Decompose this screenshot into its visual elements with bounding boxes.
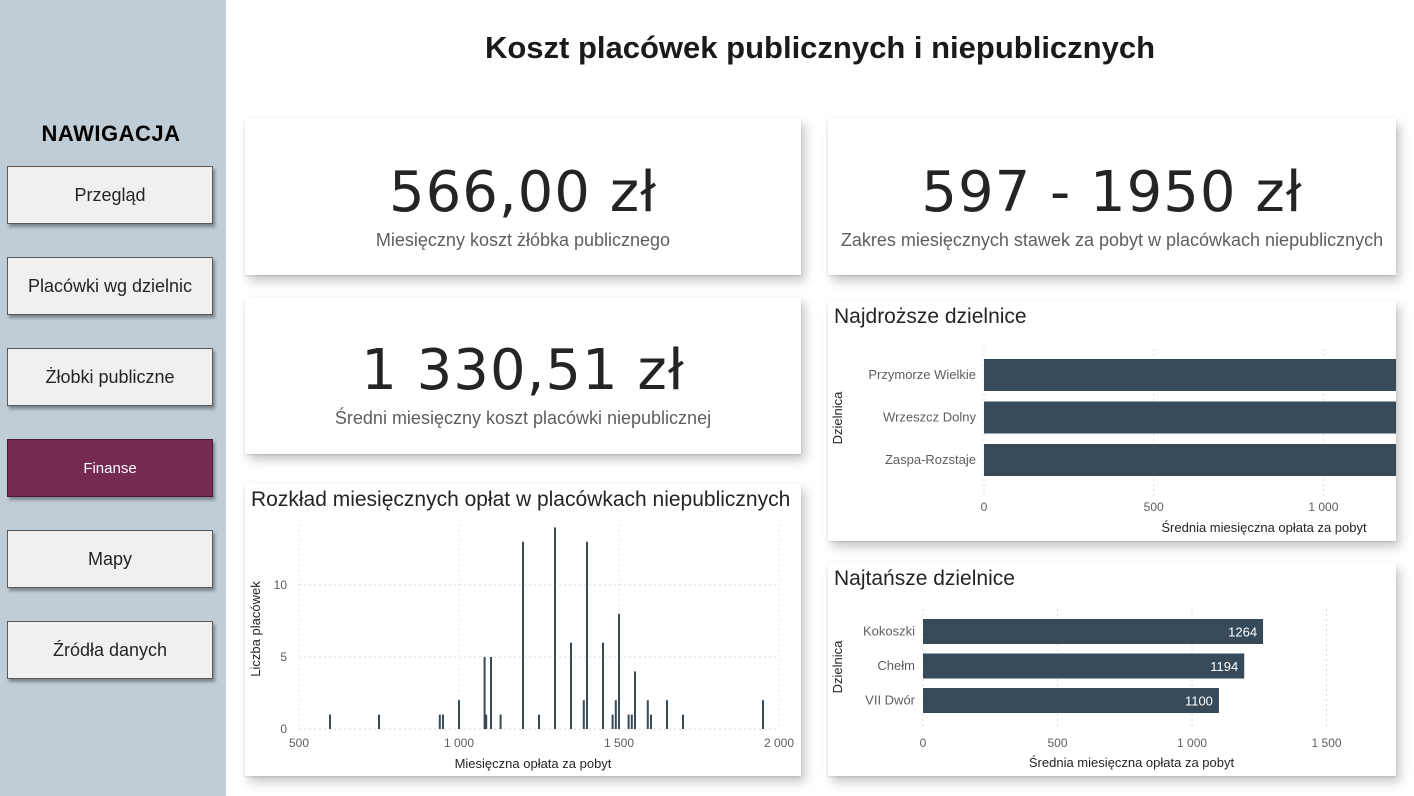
bar [538,714,540,729]
kpi-value: 566,00 zł [388,160,658,225]
chart-card-fee-distribution: Rozkład miesięcznych opłat w placówkach … [245,484,801,776]
y-tick-label: 0 [280,722,287,736]
bar [442,714,444,729]
category-label: VII Dwór [865,693,916,708]
x-tick-label: 1 000 [1177,736,1207,750]
x-tick-label: 2 000 [764,736,794,750]
x-tick-label: 1 000 [1308,500,1338,514]
chart-card-cheapest: Najtańsze dzielnice 0 500 1 000 1 500 Kokosz… [828,563,1396,776]
bar [485,714,488,729]
x-tick-label: 500 [289,736,309,750]
bar [630,714,633,729]
nav-button-zrodla-danych[interactable]: Źródła danych [7,621,213,679]
kpi-card-public-cost: 566,00 zł Miesięczny koszt żłóbka public… [245,118,801,275]
bar [570,642,572,729]
y-tick-label: 10 [274,578,288,592]
sidebar: NAWIGACJA Przegląd Placówki wg dzielnic … [0,0,226,796]
kpi-value: 1 330,51 zł [361,338,685,403]
x-tick-label: 500 [1144,500,1164,514]
bar [329,714,332,729]
bar [614,700,617,729]
bar [611,714,614,729]
category-label: Zaspa-Rozstaje [885,452,976,467]
bar [499,714,502,729]
x-axis-label: Średnia miesięczna opłata za pobyt [1029,755,1235,770]
kpi-label: Miesięczny koszt żłóbka publicznego [375,230,671,250]
bar [618,613,620,729]
bar [650,714,652,729]
x-tick-label: 0 [981,500,988,514]
kpi-label: Średni miesięczny koszt placówki niepubl… [334,408,712,428]
bar [554,527,556,729]
bar [923,653,1245,679]
y-axis-label: Dzielnica [830,640,845,694]
nav-button-finanse[interactable]: Finanse [7,439,213,497]
bar [984,444,1396,476]
category-label: Chełm [877,658,915,673]
bar [923,619,1264,644]
bar [483,657,486,729]
y-tick-label: 5 [280,650,287,664]
chart-cheapest-districts: 0 500 1 000 1 500 Kokoszki 1264 Chełm 1194 VII D… [830,609,1342,770]
bar [602,642,604,729]
bar [438,714,441,729]
chart-title: Najtańsze dzielnice [834,567,1015,590]
bar [378,714,380,729]
bar [682,714,684,729]
x-tick-label: 1 500 [604,736,634,750]
chart-fee-distribution: 0 5 10 500 1 000 1 500 2 000 Miesięczna opłata … [248,524,794,771]
y-axis-label: Dzielnica [830,391,845,445]
bar [582,700,585,729]
chart-title: Rozkład miesięcznych opłat w placówkach … [251,488,791,511]
bar [984,401,1396,434]
category-label: Wrzeszcz Dolny [883,410,976,425]
nav-button-placowki-wg-dzielnic[interactable]: Placówki wg dzielnic [7,257,213,315]
x-tick-label: 0 [920,736,927,750]
data-label: 1100 [1185,694,1213,709]
y-axis-label: Liczba placówek [248,581,263,677]
data-label: 1264 [1228,625,1257,640]
page-title: Koszt placówek publicznych i niepubliczn… [484,30,1156,65]
chart-title: Najdroższe dzielnice [834,305,1027,328]
x-axis-label: Średnia miesięczna opłata za pobyt [1161,520,1367,535]
bar [490,657,492,729]
kpi-card-private-range: 597 - 1950 zł Zakres miesięcznych stawek… [828,118,1396,275]
bar [923,688,1219,713]
bar [762,700,764,729]
bar [522,541,524,729]
bar [984,359,1396,391]
bar [458,700,460,729]
nav-button-zlobki-publiczne[interactable]: Żłobki publiczne [7,348,213,406]
bar [634,671,636,729]
kpi-label: Zakres miesięcznych stawek za pobyt w pl… [840,230,1384,250]
bar [627,714,630,729]
kpi-value: 597 - 1950 zł [921,160,1303,225]
nav-title: NAWIGACJA [41,121,181,146]
data-label: 1194 [1210,659,1238,674]
bar [666,700,668,729]
nav-button-przeglad[interactable]: Przegląd [7,166,213,224]
x-tick-label: 1 500 [1312,736,1342,750]
bar [646,700,649,729]
kpi-card-private-average: 1 330,51 zł Średni miesięczny koszt plac… [245,297,801,454]
nav-button-mapy[interactable]: Mapy [7,530,213,588]
x-tick-label: 1 000 [444,736,474,750]
bar [586,541,588,729]
category-label: Przymorze Wielkie [868,367,976,382]
x-axis-label: Miesięczna opłata za pobyt [455,756,612,771]
category-label: Kokoszki [863,624,915,639]
x-tick-label: 500 [1048,736,1068,750]
